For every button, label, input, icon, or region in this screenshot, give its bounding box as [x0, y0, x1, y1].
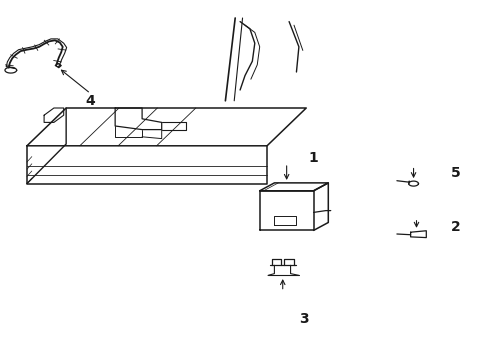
- Text: 5: 5: [451, 166, 461, 180]
- Text: 3: 3: [299, 312, 309, 325]
- Text: 2: 2: [451, 220, 461, 234]
- Text: 4: 4: [86, 94, 96, 108]
- Text: 1: 1: [309, 152, 318, 165]
